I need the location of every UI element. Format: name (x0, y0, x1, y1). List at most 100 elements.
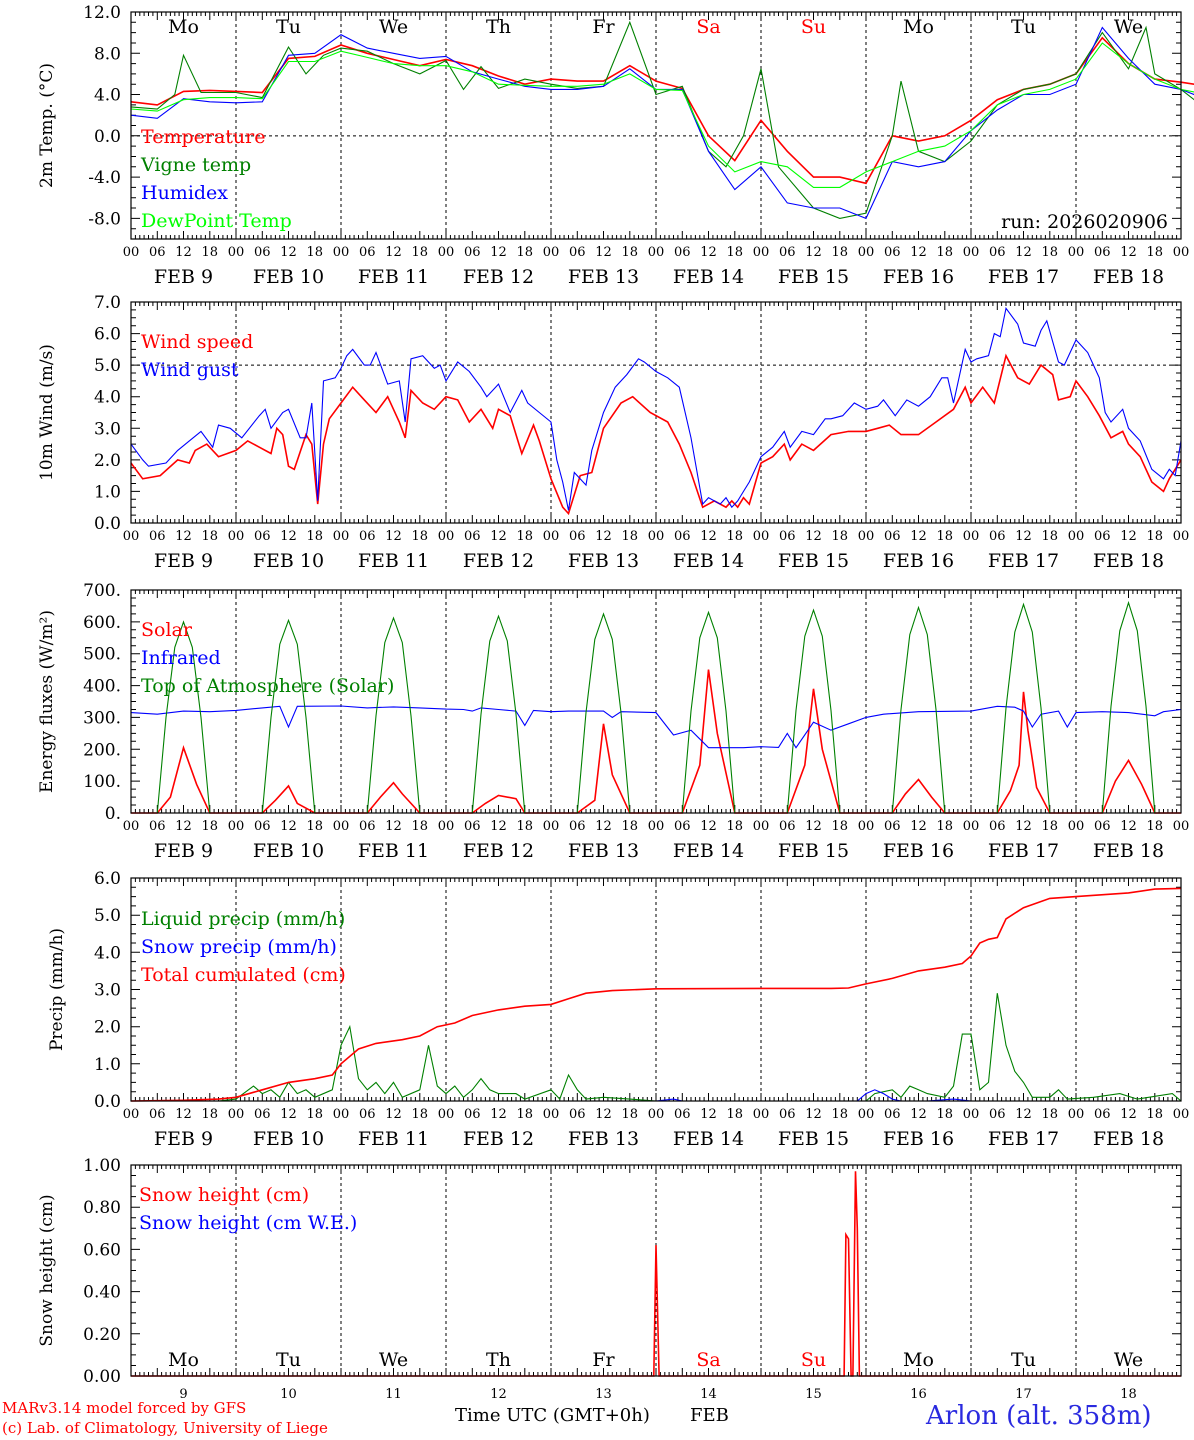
y-tick-label: 2.0 (94, 451, 121, 471)
hour-tick-label: 00 (1068, 819, 1085, 834)
series-line (130, 887, 1182, 1102)
panel-frame (130, 589, 1182, 814)
date-label: FEB 11 (358, 550, 429, 572)
hour-tick-label: 00 (123, 1107, 140, 1122)
legend-entry: Temperature (141, 126, 265, 148)
hour-tick-label: 12 (490, 245, 507, 260)
hour-tick-label: 00 (228, 1107, 245, 1122)
hour-tick-label: 06 (989, 529, 1006, 544)
hour-tick-label: 18 (516, 1107, 533, 1122)
date-label: FEB 13 (568, 266, 639, 288)
date-label: FEB 11 (358, 266, 429, 288)
hour-tick-label: 06 (1094, 529, 1111, 544)
hour-tick-label: 06 (884, 245, 901, 260)
hour-tick-label: 12 (385, 529, 402, 544)
series-line (130, 705, 1182, 749)
legend-entry: Liquid precip (mm/h) (141, 908, 345, 930)
hour-tick-label: 00 (963, 1107, 980, 1122)
hour-tick-label: 12 (1015, 245, 1032, 260)
y-axis-title: Snow height (cm) (37, 1194, 57, 1346)
y-tick-label: 6.0 (94, 325, 121, 345)
date-label: FEB 13 (568, 1128, 639, 1150)
hour-tick-label: 00 (123, 819, 140, 834)
hour-tick-label: 06 (884, 529, 901, 544)
y-tick-label: 1.0 (94, 482, 121, 502)
hour-tick-label: 18 (831, 529, 848, 544)
hour-tick-label: 12 (595, 819, 612, 834)
day-number-label: 12 (490, 1387, 507, 1402)
hour-tick-label: 12 (805, 819, 822, 834)
date-label: FEB 14 (673, 266, 744, 288)
legend-entry: Snow height (cm) (139, 1184, 309, 1206)
hour-tick-label: 00 (1173, 1107, 1190, 1122)
y-tick-label: 1.00 (83, 1156, 121, 1176)
hour-tick-label: 06 (1094, 245, 1111, 260)
hour-tick-label: 06 (464, 1107, 481, 1122)
hour-tick-label: 00 (123, 529, 140, 544)
date-label: FEB 12 (463, 550, 534, 572)
hour-tick-label: 06 (464, 819, 481, 834)
y-tick-label: 5.0 (94, 356, 121, 376)
weekday-label: We (379, 16, 408, 38)
y-tick-label: 0.20 (83, 1325, 121, 1345)
weekday-label: Su (801, 16, 826, 38)
hour-tick-label: 12 (280, 819, 297, 834)
y-tick-label: 4.0 (94, 388, 121, 408)
hour-tick-label: 00 (1173, 529, 1190, 544)
y-tick-label: 6.0 (94, 869, 121, 889)
day-number-label: 16 (910, 1387, 927, 1402)
hour-tick-label: 00 (753, 819, 770, 834)
hour-tick-label: 00 (858, 819, 875, 834)
hour-tick-label: 00 (438, 529, 455, 544)
model-credit: MARv3.14 model forced by GFS (2, 1399, 247, 1417)
hour-tick-label: 00 (438, 819, 455, 834)
panel-frame (130, 11, 1182, 240)
date-label: FEB 18 (1093, 550, 1164, 572)
date-label: FEB 10 (253, 840, 324, 862)
date-label: FEB 14 (673, 1128, 744, 1150)
date-label: FEB 13 (568, 840, 639, 862)
hour-tick-label: 18 (726, 819, 743, 834)
y-tick-label: 200. (83, 740, 121, 760)
hour-tick-label: 06 (254, 819, 271, 834)
hour-tick-label: 06 (359, 245, 376, 260)
hour-tick-label: 06 (779, 819, 796, 834)
hour-tick-label: 00 (1068, 1107, 1085, 1122)
date-label: FEB 15 (778, 266, 849, 288)
hour-tick-label: 12 (280, 1107, 297, 1122)
hour-tick-label: 12 (1015, 529, 1032, 544)
y-tick-label: 700. (83, 581, 121, 601)
hour-tick-label: 00 (438, 245, 455, 260)
day-number-label: 11 (385, 1387, 402, 1402)
hour-tick-label: 18 (201, 1107, 218, 1122)
hour-tick-label: 06 (254, 1107, 271, 1122)
hour-tick-label: 06 (359, 1107, 376, 1122)
hour-tick-label: 18 (1041, 819, 1058, 834)
legend-entry: DewPoint Temp (141, 210, 292, 232)
hour-tick-label: 00 (963, 245, 980, 260)
y-tick-label: 500. (83, 645, 121, 665)
y-tick-label: 7.0 (94, 293, 121, 313)
hour-tick-label: 18 (621, 1107, 638, 1122)
hour-tick-label: 18 (201, 245, 218, 260)
hour-tick-label: 12 (700, 1107, 717, 1122)
lab-credit: (c) Lab. of Climatology, University of L… (2, 1419, 328, 1437)
date-label: FEB 10 (253, 266, 324, 288)
hour-tick-label: 00 (543, 245, 560, 260)
y-tick-label: 0.80 (83, 1198, 121, 1218)
hour-tick-label: 18 (306, 245, 323, 260)
date-label: FEB 16 (883, 1128, 954, 1150)
hour-tick-label: 18 (621, 245, 638, 260)
y-tick-label: 12.0 (83, 3, 121, 23)
hour-tick-label: 12 (490, 1107, 507, 1122)
legend-entry: Humidex (141, 182, 228, 204)
hour-tick-label: 18 (726, 529, 743, 544)
hour-tick-label: 12 (910, 529, 927, 544)
hour-tick-label: 18 (621, 819, 638, 834)
series-line (131, 1089, 1181, 1102)
y-tick-label: 100. (83, 772, 121, 792)
hour-tick-label: 12 (910, 245, 927, 260)
series-line (131, 993, 1182, 1102)
legend-entry: Infrared (141, 647, 221, 669)
hour-tick-label: 06 (989, 1107, 1006, 1122)
